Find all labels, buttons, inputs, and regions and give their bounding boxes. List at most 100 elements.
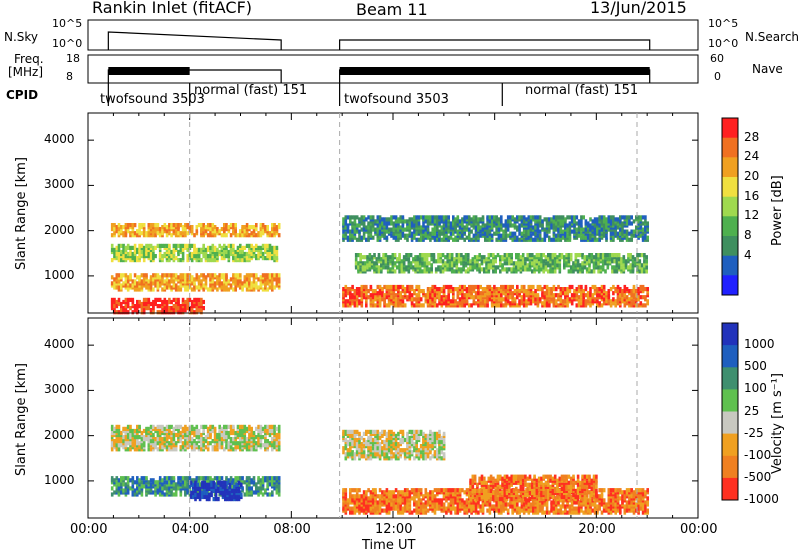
range-gate-cell (239, 424, 242, 429)
range-gate-cell (271, 256, 274, 261)
range-gate-cell (638, 253, 642, 258)
range-gate-cell (570, 293, 574, 298)
range-gate-cell (433, 229, 437, 234)
range-gate-cell (497, 223, 501, 228)
range-gate-cell (131, 279, 135, 284)
range-gate-cell (202, 306, 205, 311)
range-gate-cell (458, 225, 462, 230)
range-gate-cell (129, 223, 132, 228)
range-gate-cell (241, 476, 244, 481)
range-gate-cell (344, 299, 348, 304)
range-gate-cell (566, 297, 569, 302)
range-gate-cell (415, 215, 418, 220)
range-gate-cell (202, 251, 205, 257)
range-gate-cell (245, 229, 249, 234)
range-gate-cell (124, 254, 128, 259)
range-gate-cell (612, 227, 615, 232)
range-gate-cell (113, 254, 116, 259)
range-gate-cell (223, 229, 226, 234)
range-gate-cell (453, 263, 456, 268)
range-gate-cell (641, 221, 645, 226)
range-gate-cell (486, 303, 489, 308)
range-gate-cell (142, 480, 146, 485)
range-gate-cell (552, 223, 556, 228)
range-gate-cell (236, 245, 240, 250)
range-gate-cell (456, 301, 460, 306)
range-gate-cell (561, 287, 565, 292)
range-gate-cell (177, 480, 180, 485)
range-gate-cell (628, 289, 631, 294)
range-gate-cell (589, 233, 592, 238)
range-gate-cell (223, 430, 226, 436)
range-gate-cell (181, 441, 185, 446)
range-gate-cell (418, 269, 422, 274)
range-gate-cell (639, 295, 643, 300)
range-gate-cell (273, 430, 276, 436)
range-gate-cell (597, 257, 600, 262)
range-gate-cell (474, 219, 478, 224)
range-gate-cell (156, 273, 160, 278)
range-gate-cell (129, 273, 132, 278)
range-gate-cell (200, 247, 203, 252)
range-gate-cell (598, 301, 601, 306)
range-gate-cell (414, 267, 417, 272)
range-gate-cell (489, 263, 493, 268)
range-gate-cell (369, 284, 373, 290)
range-gate-cell (241, 480, 244, 485)
range-gate-cell (131, 432, 135, 438)
range-gate-cell (495, 215, 498, 220)
range-gate-cell (429, 215, 432, 220)
range-gate-cell (358, 217, 361, 222)
range-gate-cell (147, 279, 151, 284)
range-gate-cell (383, 231, 386, 236)
range-gate-cell (552, 293, 556, 298)
range-gate-cell (545, 289, 549, 294)
range-gate-cell (515, 265, 518, 270)
range-gate-cell (142, 273, 146, 278)
range-gate-cell (569, 265, 573, 270)
range-gate-cell (499, 269, 502, 274)
range-gate-cell (463, 299, 466, 304)
range-gate-cell (593, 284, 597, 290)
range-gate-cell (213, 245, 217, 250)
range-gate-cell (444, 255, 447, 260)
range-gate-cell (625, 221, 629, 226)
range-gate-cell (449, 227, 453, 232)
range-gate-cell (200, 223, 203, 228)
range-gate-cell (602, 297, 606, 302)
range-gate-cell (636, 253, 639, 258)
range-gate-cell (419, 227, 423, 232)
range-gate-cell (493, 297, 496, 302)
range-gate-cell (622, 267, 626, 272)
range-gate-cell (190, 308, 194, 313)
range-gate-cell (534, 293, 537, 298)
range-gate-cell (561, 231, 565, 236)
range-gate-cell (186, 482, 189, 487)
range-gate-cell (486, 231, 489, 236)
range-gate-cell (598, 229, 601, 234)
range-gate-cell (560, 253, 564, 258)
range-gate-cell (237, 494, 241, 500)
range-gate-cell (497, 233, 501, 238)
range-gate-cell (271, 229, 274, 234)
range-gate-cell (268, 273, 272, 278)
range-gate-cell (553, 253, 557, 258)
range-gate-cell (158, 488, 162, 493)
range-gate-cell (136, 299, 139, 305)
range-gate-cell (275, 251, 279, 257)
range-gate-cell (485, 257, 488, 262)
range-gate-cell (161, 231, 164, 236)
range-gate-cell (126, 435, 130, 440)
range-gate-cell (569, 253, 573, 258)
range-gate-cell (120, 301, 123, 307)
range-gate-cell (205, 482, 209, 487)
range-gate-cell (161, 299, 164, 305)
range-gate-cell (458, 235, 462, 240)
range-gate-cell (643, 259, 646, 264)
range-gate-cell (509, 219, 512, 224)
range-gate-cell (206, 441, 210, 446)
range-gate-cell (557, 284, 560, 290)
range-gate-cell (495, 231, 498, 236)
range-gate-cell (126, 279, 130, 284)
range-gate-cell (554, 227, 558, 232)
